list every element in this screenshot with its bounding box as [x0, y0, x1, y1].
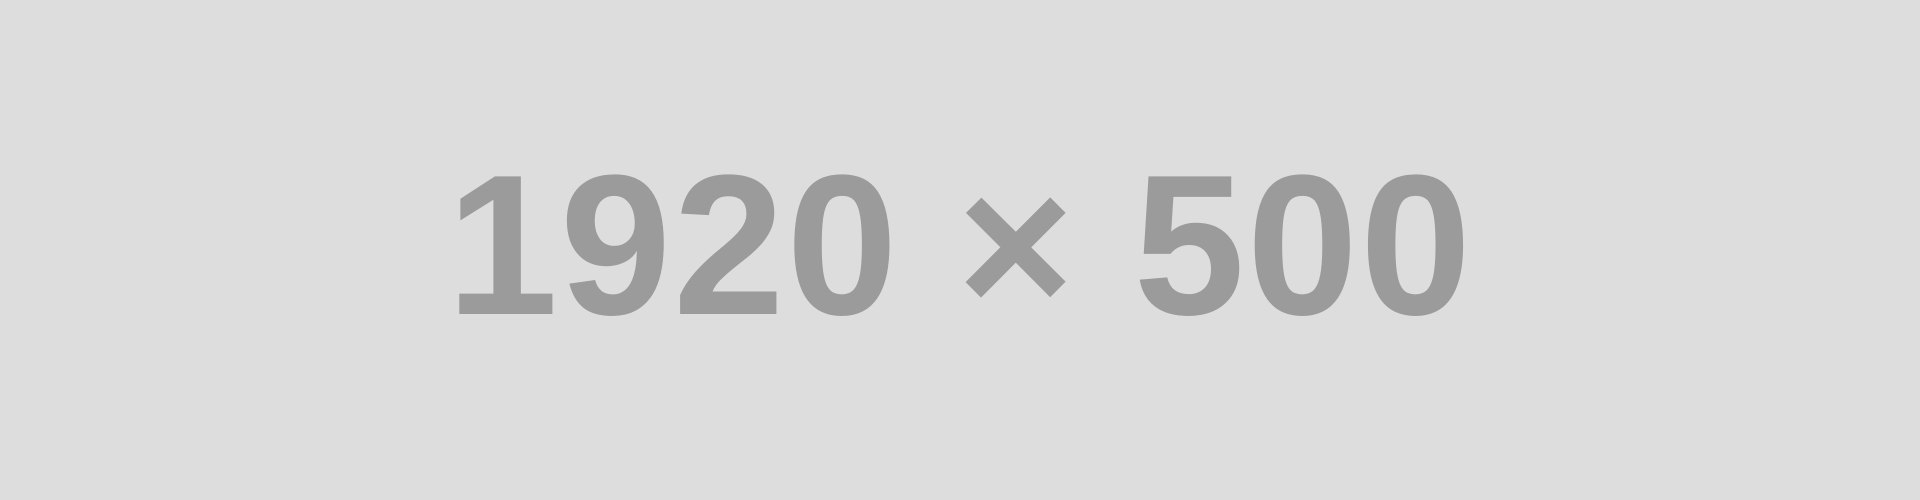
- placeholder-dimensions-label: 1920 × 500: [446, 134, 1474, 357]
- placeholder-canvas: 1920 × 500: [446, 134, 1474, 357]
